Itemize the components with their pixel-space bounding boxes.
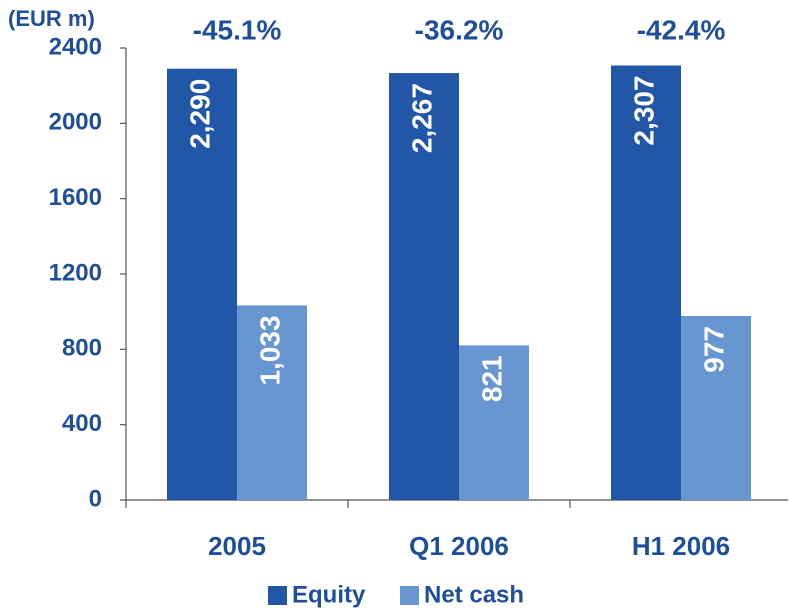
y-tick-label: 1200 (49, 259, 102, 286)
y-tick-label: 400 (62, 410, 102, 437)
y-tick-label: 0 (89, 485, 102, 512)
bar (611, 65, 681, 500)
annotation: -36.2% (415, 14, 504, 45)
bar (237, 305, 307, 500)
value-label: 2,290 (184, 79, 215, 149)
y-tick-label: 1600 (49, 184, 102, 211)
bar (389, 73, 459, 500)
bar (167, 68, 237, 500)
x-tick-label: H1 2006 (632, 531, 730, 561)
y-tick-label: 2000 (49, 109, 102, 136)
x-tick-label: 2005 (208, 531, 266, 561)
bar (459, 345, 529, 500)
annotation: -45.1% (193, 14, 282, 45)
unit-label: (EUR m) (8, 6, 95, 31)
legend-label: Equity (292, 581, 366, 608)
value-label: 2,267 (406, 83, 437, 153)
value-label: 2,307 (628, 76, 659, 146)
legend-swatch (268, 586, 287, 605)
y-tick-label: 800 (62, 335, 102, 362)
value-label: 977 (698, 326, 729, 373)
value-label: 1,033 (254, 315, 285, 385)
bar (681, 315, 751, 500)
legend-label: Net cash (424, 581, 524, 608)
legend-swatch (400, 586, 419, 605)
x-tick-label: Q1 2006 (409, 531, 509, 561)
value-label: 821 (476, 355, 507, 402)
annotation: -42.4% (637, 14, 726, 45)
y-tick-label: 2400 (49, 33, 102, 60)
